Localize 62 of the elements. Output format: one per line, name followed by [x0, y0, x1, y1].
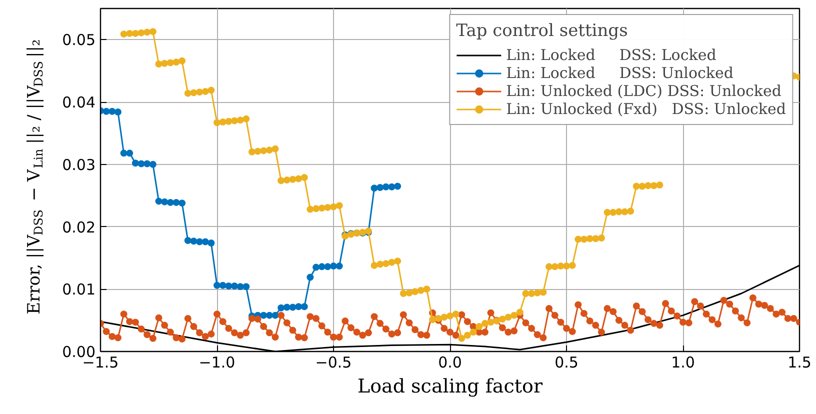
legend-label: Lin: Locked DSS: Locked	[506, 46, 716, 64]
point	[138, 160, 145, 168]
point	[144, 160, 151, 168]
legend-label: Lin: Unlocked (Fxd) DSS: Unlocked	[506, 100, 786, 118]
point	[149, 160, 156, 168]
x-tick-label: −0.5	[315, 354, 352, 372]
point	[312, 264, 320, 271]
point	[370, 184, 378, 192]
point	[132, 160, 139, 167]
point	[272, 312, 279, 319]
point	[219, 282, 226, 289]
point	[394, 182, 402, 190]
point	[388, 183, 396, 190]
y-tick-label: 0.01	[62, 280, 96, 299]
x-tick-label: 1.5	[788, 354, 812, 372]
point	[190, 238, 198, 245]
point	[376, 184, 384, 191]
point	[330, 262, 337, 270]
point	[324, 263, 332, 270]
point	[295, 303, 302, 310]
point	[225, 282, 232, 290]
x-axis-title: Load scaling factor	[357, 376, 544, 398]
point	[214, 282, 220, 289]
point	[161, 198, 168, 206]
y-tick-label: 0.02	[62, 218, 96, 236]
point	[184, 237, 192, 244]
y-axis-title: Error, ||VDSS − VLin||₂ / ||VDSS||₂	[24, 39, 46, 314]
point	[236, 283, 244, 290]
point	[208, 239, 215, 246]
legend-title: Tap control settings	[456, 21, 629, 41]
point	[120, 150, 128, 157]
legend-label: Lin: Locked DSS: Unlocked	[506, 64, 734, 82]
point	[318, 263, 326, 270]
point	[155, 198, 162, 205]
point	[172, 198, 180, 206]
point	[242, 283, 250, 290]
point	[166, 198, 174, 206]
point	[283, 304, 290, 311]
x-tick-label: 0.5	[554, 354, 578, 372]
point	[260, 312, 268, 319]
point	[306, 274, 314, 281]
legend-label: Lin: Unlocked (LDC) DSS: Unlocked	[506, 82, 782, 100]
point	[278, 304, 285, 312]
point	[382, 183, 390, 190]
y-tick-label: 0.05	[62, 31, 96, 50]
x-tick-label: 1.0	[671, 354, 695, 372]
point	[266, 312, 273, 319]
x-tick-label: 0.0	[438, 354, 462, 372]
y-tick-label: 0.04	[62, 94, 96, 112]
point	[300, 303, 308, 310]
point	[178, 200, 186, 207]
point	[102, 108, 110, 115]
y-tick-label: 0.03	[62, 156, 96, 174]
x-tick-label: −1.0	[198, 354, 236, 372]
point	[196, 238, 204, 246]
point	[202, 238, 209, 246]
point	[336, 262, 343, 270]
point	[289, 304, 296, 311]
point	[230, 282, 238, 290]
point	[114, 108, 122, 116]
point	[108, 108, 116, 115]
point	[126, 150, 134, 157]
